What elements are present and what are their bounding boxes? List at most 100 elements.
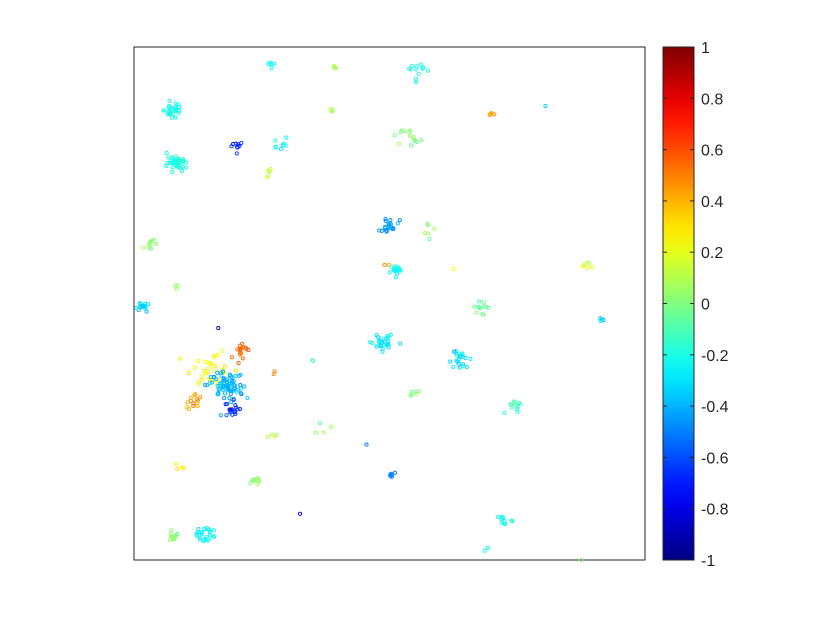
scatter-point [368,340,373,345]
scatter-point [137,301,142,306]
scatter-point [502,410,507,415]
colorbar-tick-label: -0.6 [701,450,729,467]
scatter-point [229,355,235,360]
scatter-point [237,352,242,357]
scatter-point [457,354,462,359]
scatter-point [587,260,592,265]
scatter-point [168,531,173,537]
scatter-point [192,365,197,370]
scatter-point [517,400,522,405]
scatter-point [486,305,491,310]
scatter-point [272,61,277,66]
scatter-point [196,382,201,387]
scatter-point [509,518,514,523]
scatter-point [230,142,236,147]
scatter-point [515,407,520,412]
scatter-point [202,368,207,373]
scatter-point [224,379,229,384]
scatter-point [515,409,520,414]
scatter-point [409,392,414,397]
scatter-point [215,383,220,389]
scatter-point [392,470,397,475]
scatter-point [409,390,414,395]
scatter-point [580,264,585,269]
scatter-point [167,538,173,543]
colorbar-tick-label: -0.8 [701,502,729,519]
scatter-point [397,268,403,273]
scatter-point [476,304,481,309]
scatter-point [196,530,201,535]
scatter-point [397,218,402,223]
scatter-point [386,345,391,350]
scatter-point [176,157,182,162]
scatter-point [176,163,181,168]
scatter-point [487,112,492,118]
scatter-point [237,348,243,353]
scatter-point [216,326,221,331]
scatter-point [191,403,196,408]
scatter-point [154,241,159,246]
scatter-point [407,134,413,139]
scatter-point [477,299,482,304]
colorbar-tick-label: -0.4 [701,399,729,416]
colorbar-tick-label: -0.2 [701,348,729,365]
scatter-point [238,372,243,377]
scatter-point [508,402,513,407]
scatter-point [169,115,175,120]
scatter-point [231,378,236,384]
scatter-point [273,145,278,150]
scatter-point [222,396,227,401]
scatter-point [172,535,177,540]
scatter-point [589,265,594,270]
colorbar-tick-label: 0.4 [701,194,723,211]
scatter-point [216,387,221,392]
scatter-point [227,388,232,393]
scatter-point [414,139,419,144]
colorbar-tick-label: 0 [701,297,710,314]
scatter-point [148,246,153,251]
scatter-point [143,306,148,311]
scatter-point [210,364,215,369]
scatter-point [414,67,419,72]
scatter-point [598,316,603,321]
scatter-point [451,267,456,272]
scatter-point [211,355,216,360]
scatter-point [172,161,178,166]
scatter-point [165,160,170,165]
scatter-point [427,236,432,242]
scatter-point [134,305,139,310]
scatter-point [395,265,400,270]
scatter-point [211,528,216,533]
scatter-point [463,355,468,360]
scatter-point [203,382,208,387]
scatter-point [502,519,507,524]
scatter-point [220,348,225,353]
scatter-point [227,407,232,412]
scatter-point [328,107,333,112]
scatter-point [195,404,200,409]
scatter-point [278,147,284,152]
scatter-point [495,515,501,520]
scatter-point [188,398,193,403]
scatter-point [382,224,388,229]
scatter-point [364,442,369,447]
scatter-point [269,432,275,437]
scatter-point [398,341,403,346]
scatter-point [181,157,186,162]
scatter-point [181,158,186,163]
scatter-point [492,112,497,117]
scatter-point [185,400,190,405]
scatter-point [143,303,148,308]
scatter-point [245,395,250,401]
scatter-point [411,135,416,140]
colorbar-gradient [663,47,694,560]
scatter-point [409,143,414,148]
scatter-point [203,359,208,364]
scatter-point [219,373,224,378]
colorbar-ticks: 1 0.8 0.6 0.4 0.2 0 -0.2 -0.4 -0.6 -0.8 -1 [663,40,729,570]
scatter-points [134,60,606,563]
scatter-point [175,531,180,536]
scatter-point [224,401,230,406]
scatter-point [227,373,232,378]
scatter-point [374,344,379,349]
